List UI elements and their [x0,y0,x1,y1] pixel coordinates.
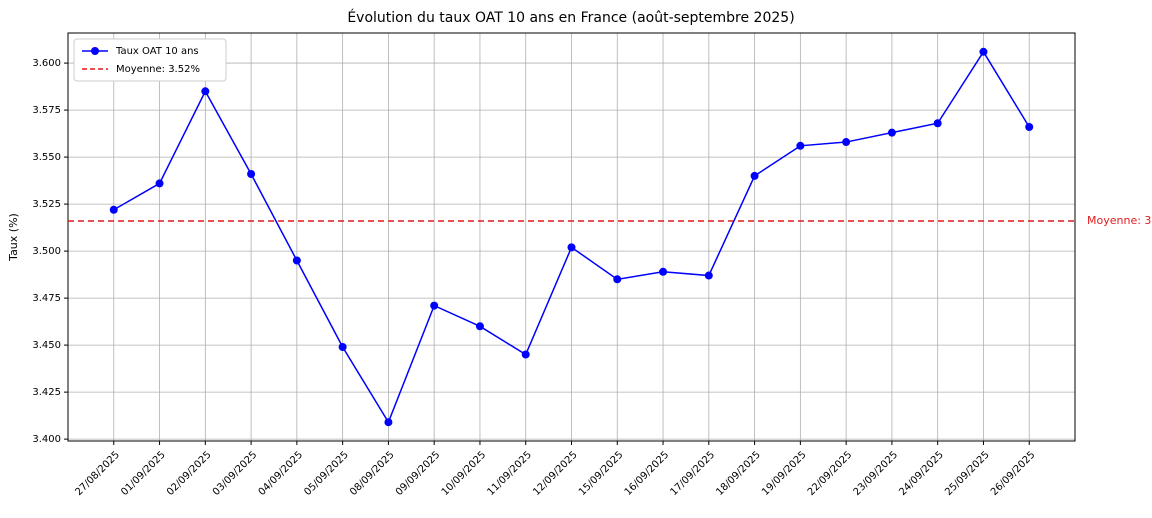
y-tick-label: 3.600 [32,58,61,69]
point [475,322,484,331]
point [750,171,759,180]
y-tick-label: 3.500 [32,246,61,257]
plot-frame [67,32,1076,442]
x-tick-label: 15/09/2025 [577,449,626,498]
point [338,342,347,351]
y-tick-label: 3.475 [32,293,61,304]
y-tick-label: 3.400 [32,434,61,445]
point [109,205,118,214]
x-tick-label: 02/09/2025 [165,449,214,498]
x-tick-label: 08/09/2025 [348,449,397,498]
chart-title: Évolution du taux OAT 10 ans en France (… [347,9,794,26]
point [247,170,256,179]
x-tick-label: 23/09/2025 [852,449,901,498]
x-tick-label: 01/09/2025 [119,449,168,498]
x-tick-label: 04/09/2025 [257,449,306,498]
point [384,418,393,427]
x-tick-label: 11/09/2025 [485,449,534,498]
x-tick-label: 09/09/2025 [394,449,443,498]
point [613,275,622,284]
legend-marker [91,47,99,55]
point [292,256,301,265]
point [567,243,576,252]
point [933,119,942,128]
point [521,350,530,359]
x-tick-label: 03/09/2025 [211,449,260,498]
y-tick-label: 3.575 [32,105,61,116]
reference-label: Moyenne: 3.52% [1087,214,1152,227]
x-tick-label: 16/09/2025 [623,449,672,498]
x-tick-label: 05/09/2025 [302,449,351,498]
x-tick-label: 12/09/2025 [531,449,580,498]
x-tick-label: 27/08/2025 [73,449,122,498]
x-tick-label: 26/09/2025 [989,449,1038,498]
legend-label: Taux OAT 10 ans [115,46,199,57]
x-tick-label: 18/09/2025 [714,449,763,498]
point [704,271,713,280]
y-axis-label: Taux (%) [7,213,20,262]
point [201,87,210,96]
x-tick-label: 17/09/2025 [669,449,718,498]
legend-box [73,38,227,82]
point [430,301,439,310]
y-tick-label: 3.525 [32,199,61,210]
y-tick-label: 3.550 [32,152,61,163]
y-tick-label: 3.450 [32,340,61,351]
x-tick-label: 19/09/2025 [760,449,809,498]
point [155,179,164,188]
x-tick-label: 24/09/2025 [897,449,946,498]
x-tick-label: 25/09/2025 [943,449,992,498]
x-tick-label: 10/09/2025 [440,449,489,498]
point [842,138,851,147]
point [659,267,668,276]
y-tick-label: 3.425 [32,387,61,398]
point [1025,123,1034,132]
point [887,128,896,137]
point [796,141,805,150]
x-tick-label: 22/09/2025 [806,449,855,498]
point [979,47,988,56]
legend-label: Moyenne: 3.52% [116,64,200,75]
